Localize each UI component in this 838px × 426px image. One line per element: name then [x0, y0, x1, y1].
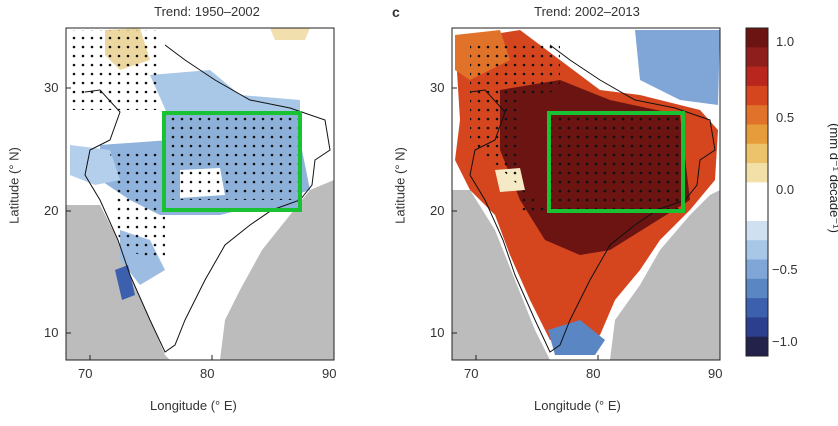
- left-tan-patch-east: [270, 28, 310, 40]
- colorbar-swatch: [746, 317, 768, 338]
- colorbar-swatch: [746, 182, 768, 203]
- right-xtick-90: 90: [708, 366, 723, 381]
- colorbar-tick-0.5: 0.5: [776, 110, 795, 125]
- left-ytick-30: 30: [44, 80, 59, 95]
- right-xtick-80: 80: [586, 366, 601, 381]
- left-ocean-bay: [220, 180, 334, 360]
- left-xtick-90: 90: [322, 366, 337, 381]
- left-analysis-box: [162, 111, 302, 212]
- left-ytick-10: 10: [44, 325, 59, 340]
- right-xlabel: Longitude (° E): [534, 398, 621, 413]
- right-ytick-10: 10: [430, 325, 445, 340]
- colorbar-swatch: [746, 66, 768, 87]
- left-xlabel: Longitude (° E): [150, 398, 237, 413]
- colorbar-swatch: [746, 143, 768, 164]
- colorbar-tick-minus-0.5: −0.5: [772, 262, 798, 277]
- right-blue-north: [635, 30, 720, 105]
- colorbar-swatch: [746, 105, 768, 125]
- colorbar-swatch: [746, 124, 768, 145]
- right-map-frame: [451, 27, 721, 361]
- colorbar-swatch: [746, 47, 768, 68]
- left-stippling-north: [66, 30, 160, 110]
- left-blue-patch-west: [70, 145, 120, 185]
- colorbar-swatch: [746, 201, 768, 222]
- right-xtick-70: 70: [464, 366, 479, 381]
- colorbar-label: (mm d⁻¹ decade⁻¹): [827, 123, 838, 233]
- right-ytick-20: 20: [430, 203, 445, 218]
- colorbar-swatch: [746, 220, 768, 241]
- right-coastline: [469, 44, 716, 353]
- left-panel-title: Trend: 1950–2002: [154, 4, 260, 19]
- right-ocean-west: [452, 190, 550, 360]
- left-xtick-70: 70: [78, 366, 93, 381]
- colorbar-tick-minus-1.0: −1.0: [772, 334, 798, 349]
- right-panel-title: Trend: 2002–2013: [534, 4, 640, 19]
- colorbar-swatch: [746, 278, 768, 299]
- colorbar-swatch: [746, 85, 768, 106]
- left-xtick-80: 80: [200, 366, 215, 381]
- colorbar-tick-0.0: 0.0: [776, 182, 795, 197]
- left-stippling-central: [110, 150, 165, 260]
- right-analysis-box: [547, 111, 685, 213]
- colorbar-swatch: [746, 240, 768, 261]
- colorbar-swatch: [746, 336, 768, 357]
- colorbar-swatch: [746, 28, 768, 48]
- left-stippling-box: [165, 115, 300, 200]
- right-ocean-east: [610, 190, 720, 360]
- left-map-frame: [65, 27, 335, 361]
- panel-label-c: c: [392, 4, 400, 20]
- right-stippling-box: [548, 115, 682, 210]
- right-ytick-30: 30: [430, 80, 445, 95]
- colorbar-frame: [745, 27, 769, 357]
- colorbar-swatch: [746, 298, 768, 318]
- colorbar-swatch: [746, 259, 768, 280]
- colorbar-swatch: [746, 163, 768, 183]
- right-blue-south: [548, 320, 605, 355]
- left-ytick-20: 20: [44, 203, 59, 218]
- colorbar-tick-1.0: 1.0: [776, 34, 795, 49]
